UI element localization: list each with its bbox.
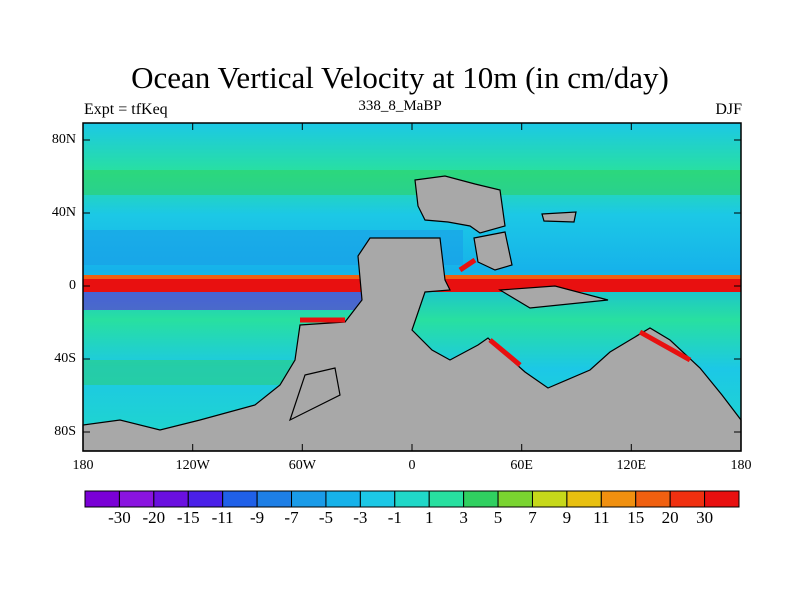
colorbar-swatch bbox=[291, 490, 327, 508]
colorbar-swatch bbox=[669, 490, 706, 508]
colorbar-label: 7 bbox=[528, 508, 537, 527]
colorbar-label: -15 bbox=[176, 508, 200, 527]
plot-title: Ocean Vertical Velocity at 10m (in cm/da… bbox=[131, 60, 669, 95]
colorbar-swatch bbox=[222, 490, 258, 508]
colorbar-swatch bbox=[704, 490, 740, 508]
y-tick-80n: 80N bbox=[51, 132, 76, 147]
colorbar-label: 11 bbox=[593, 508, 610, 527]
land-gondwana-main bbox=[82, 237, 742, 452]
land-south-peninsula bbox=[288, 367, 341, 422]
colorbar-swatch bbox=[153, 490, 189, 508]
experiment-label: Expt = tfKeq bbox=[84, 101, 168, 118]
y-tick-40s: 40S bbox=[54, 351, 76, 366]
x-tick-120e: 120E bbox=[616, 458, 647, 473]
colorbar-swatch bbox=[463, 490, 499, 508]
colorbar-label: 3 bbox=[459, 508, 468, 527]
x-tick-180w: 180 bbox=[72, 458, 94, 473]
colorbar-label: 30 bbox=[696, 508, 714, 527]
colorbar-label: -20 bbox=[142, 508, 166, 527]
land-central-asia bbox=[473, 231, 513, 271]
y-tick-0: 0 bbox=[69, 278, 76, 293]
x-tick-120w: 120W bbox=[175, 458, 210, 473]
land-east-asia bbox=[541, 211, 577, 223]
colorbar-label: -30 bbox=[108, 508, 131, 527]
colorbar-swatch bbox=[394, 490, 430, 508]
colorbar-swatch bbox=[428, 490, 465, 508]
colorbar-swatch bbox=[256, 490, 293, 508]
x-tick-60e: 60E bbox=[510, 458, 533, 473]
colorbar-swatch bbox=[187, 490, 224, 508]
season-label: DJF bbox=[715, 101, 742, 118]
colorbar bbox=[84, 490, 740, 508]
colorbar-swatch bbox=[531, 490, 568, 508]
green-band-north bbox=[83, 170, 741, 195]
colorbar-swatch bbox=[84, 490, 120, 508]
colorbar-label: 20 bbox=[661, 508, 679, 527]
colorbar-label: 1 bbox=[424, 508, 434, 527]
y-tick-40n: 40N bbox=[51, 205, 76, 220]
x-tick-60w: 60W bbox=[288, 458, 316, 473]
colorbar-label: -1 bbox=[387, 508, 402, 527]
land-north-asia bbox=[414, 175, 506, 234]
axis-ticks bbox=[82, 123, 742, 451]
x-tick-0: 0 bbox=[408, 458, 416, 473]
coastal-upwelling bbox=[300, 257, 692, 367]
colorbar-swatch bbox=[325, 490, 361, 508]
colorbar-swatch bbox=[600, 490, 637, 508]
x-tick-180e: 180 bbox=[730, 458, 752, 473]
period-label: 338_8_MaBP bbox=[358, 98, 442, 114]
colorbar-swatch bbox=[359, 490, 396, 508]
colorbar-swatch bbox=[635, 490, 671, 508]
land-masses bbox=[82, 175, 742, 452]
land-gondwana-east bbox=[498, 285, 609, 309]
y-tick-80s: 80S bbox=[54, 424, 76, 439]
colorbar-label: -11 bbox=[211, 508, 234, 527]
colorbar-label: -3 bbox=[353, 508, 368, 527]
colorbar-label: -9 bbox=[250, 508, 265, 527]
colorbar-swatch bbox=[497, 490, 533, 508]
colorbar-label: -5 bbox=[318, 508, 334, 527]
purple-band-south bbox=[83, 290, 363, 310]
colorbar-swatch bbox=[566, 490, 602, 508]
colorbar-label: 15 bbox=[627, 508, 645, 527]
colorbar-label: -7 bbox=[284, 508, 299, 527]
colorbar-label: 9 bbox=[562, 508, 572, 527]
colorbar-swatch bbox=[118, 490, 155, 508]
colorbar-label: 5 bbox=[493, 508, 503, 527]
